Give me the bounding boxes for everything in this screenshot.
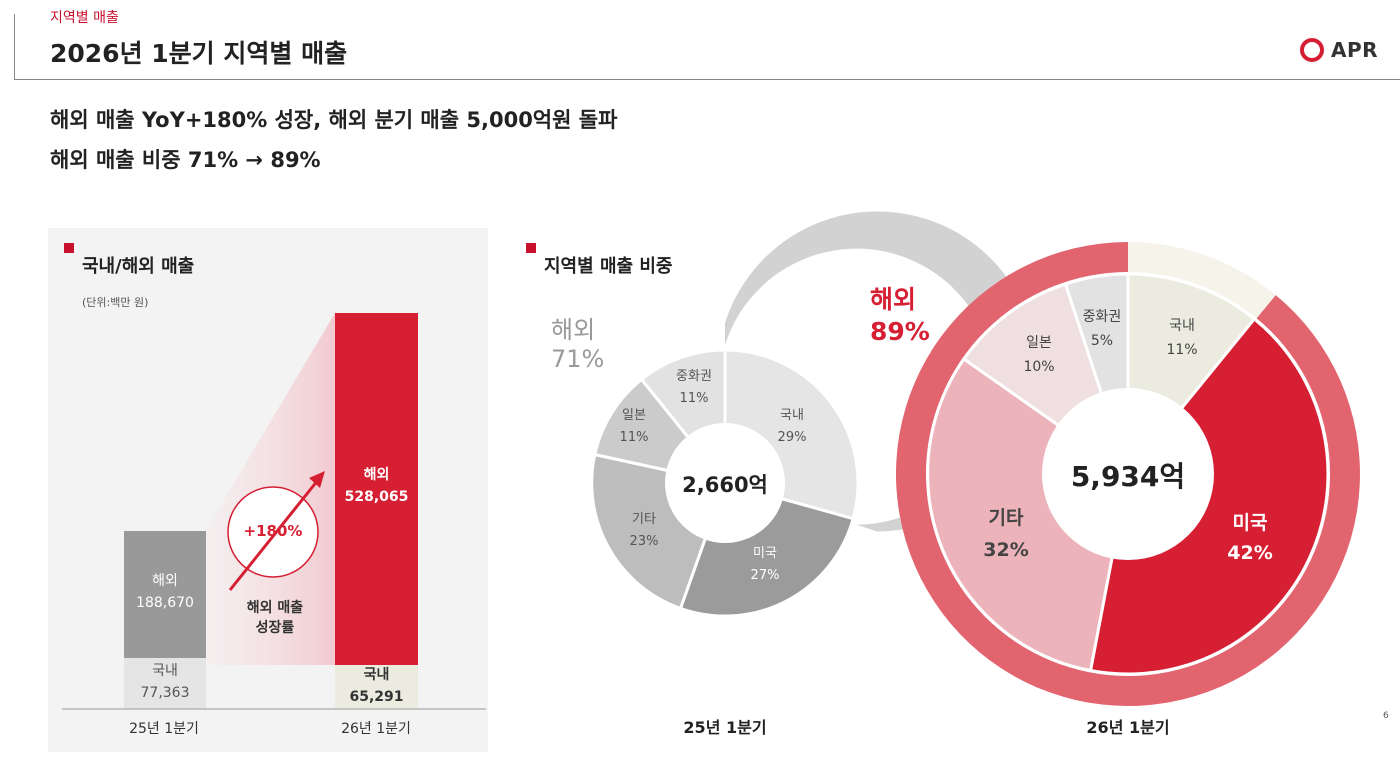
bar-label-value: 65,291	[349, 689, 404, 705]
header-left-rule	[14, 14, 15, 80]
slice-name: 국내	[1169, 318, 1195, 334]
logo-ring-icon	[1300, 38, 1324, 62]
slice-pct: 11%	[1166, 342, 1198, 358]
growth-caption-line1: 해외 매출	[246, 600, 304, 616]
headline-2: 해외 매출 비중 71% → 89%	[50, 148, 321, 172]
bar-2025-overseas	[124, 531, 206, 658]
bar-label-name: 해외	[363, 467, 390, 483]
slice-name: 기타	[632, 512, 656, 527]
slice-pct: 23%	[629, 534, 659, 549]
slice-name: 중화권	[1082, 309, 1122, 325]
slice-pct: 10%	[1023, 359, 1055, 375]
growth-arrow-line	[228, 479, 320, 591]
apr-logo: APR	[1300, 38, 1378, 62]
pie-2025-label-usa: 미국 27%	[725, 543, 805, 587]
slice-pct: 11%	[679, 391, 709, 406]
bar-label-name: 국내	[152, 663, 178, 679]
pie-2026-label-domestic: 국내 11%	[1142, 314, 1222, 362]
headline-1: 해외 매출 YoY+180% 성장, 해외 분기 매출 5,000억원 돌파	[50, 108, 618, 132]
slice-pct: 27%	[750, 568, 780, 583]
slice-name: 미국	[753, 546, 777, 561]
pie-2026-label-usa: 미국 42%	[1210, 508, 1290, 568]
pie-2025-overseas-ring	[725, 211, 1038, 532]
bar-2026-overseas	[335, 313, 418, 665]
pie-2025-label-japan: 일본 11%	[594, 405, 674, 449]
bar-label-name: 해외	[152, 573, 178, 589]
bar-section-title: 국내/해외 매출	[82, 256, 195, 277]
slice-name: 미국	[1232, 512, 1268, 534]
growth-value: +180%	[243, 522, 303, 540]
logo-text: APR	[1331, 38, 1379, 62]
bar-label-value: 528,065	[344, 489, 409, 505]
pie-2025-hole	[665, 423, 785, 543]
bar-2025-domestic	[124, 658, 206, 709]
pie-2025-label-other: 기타 23%	[604, 509, 684, 553]
page-number: 6	[1383, 711, 1389, 721]
overseas-label-name: 해외	[870, 285, 917, 314]
growth-caption: 해외 매출 성장률	[225, 598, 325, 638]
slice-pct: 32%	[983, 539, 1029, 561]
pie-2026-label-japan: 일본 10%	[999, 331, 1079, 379]
bar-2026-domestic-label: 국내 65,291	[335, 664, 418, 708]
overseas-label-name: 해외	[551, 316, 596, 344]
pie-2025-period: 25년 1분기	[683, 718, 767, 737]
bar-label-name: 국내	[363, 667, 390, 683]
slice-pct: 5%	[1090, 333, 1114, 349]
pie-2025-label-domestic: 국내 29%	[752, 405, 832, 449]
bar-label-value: 188,670	[136, 595, 194, 611]
pie-2026-hole	[1042, 388, 1214, 560]
bar-2026-domestic	[335, 665, 418, 709]
growth-caption-line2: 성장률	[255, 620, 295, 636]
slice-name: 중화권	[676, 369, 712, 384]
slice-name: 기타	[988, 507, 1024, 529]
section-marker	[64, 243, 74, 253]
pie-2026-label-china: 중화권 5%	[1062, 305, 1142, 353]
overseas-label-pct: 71%	[551, 345, 605, 373]
growth-arrow-icon	[309, 471, 325, 488]
x-tick-2025: 25년 1분기	[129, 721, 199, 737]
page-title: 2026년 1분기 지역별 매출	[50, 39, 348, 68]
unit-label: (단위:백만 원)	[82, 296, 149, 309]
slice-name: 일본	[1026, 335, 1052, 351]
x-tick-2026: 26년 1분기	[341, 721, 411, 737]
slice-pct: 11%	[619, 430, 649, 445]
slice-pct: 42%	[1227, 542, 1273, 564]
overseas-label-pct: 89%	[870, 317, 930, 346]
pie-2025-label-china: 중화권 11%	[654, 366, 734, 410]
pie-2026-slice-other	[926, 356, 1130, 673]
pie-2026-period: 26년 1분기	[1086, 718, 1170, 737]
bar-2025-overseas-label: 해외 188,670	[124, 570, 206, 614]
pie-section-title: 지역별 매출 비중	[544, 256, 673, 277]
bar-label-value: 77,363	[140, 685, 190, 701]
bar-2025-domestic-label: 국내 77,363	[124, 660, 206, 704]
section-marker	[526, 243, 536, 253]
slice-name: 일본	[622, 408, 646, 423]
bar-2026-overseas-label: 해외 528,065	[335, 464, 418, 508]
pie-2026-overseas-label: 해외 89%	[870, 284, 930, 348]
section-tag: 지역별 매출	[50, 10, 119, 26]
header-rule	[14, 79, 1400, 80]
slice-name: 국내	[780, 408, 804, 423]
slice-pct: 29%	[777, 430, 807, 445]
pie-2026-label-other: 기타 32%	[966, 502, 1046, 566]
pie-2025-overseas-label: 해외 71%	[551, 316, 604, 374]
pie-2025-total: 2,660억	[682, 473, 768, 497]
pie-2026-total: 5,934억	[1070, 460, 1186, 493]
